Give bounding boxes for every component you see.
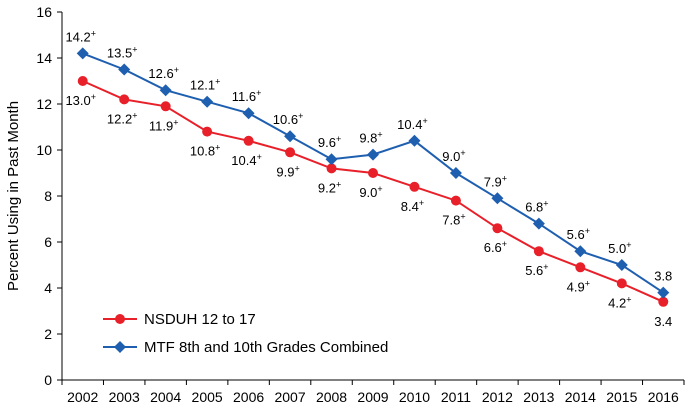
data-label: 5.6+ [525,262,548,278]
x-tick-label: 2011 [441,389,471,405]
data-point [533,246,544,257]
x-tick-label: 2002 [67,389,98,405]
axes-layer: 0 2 4 6 8 10 12 14 16 2002 2003 2004 2005 2006 2007 200… [36,4,685,405]
x-tick-label: 2007 [274,389,305,405]
y-tick-label: 14 [36,50,52,66]
data-label: 9.0+ [442,148,465,164]
data-label: 4.2+ [608,294,631,310]
data-point [409,181,420,192]
data-label: 6.6+ [484,239,507,255]
data-point [491,192,504,205]
data-label: 13.0+ [65,92,96,108]
x-tick-label: 2005 [192,389,223,405]
x-tick-label: 2003 [109,389,140,405]
data-label: 4.9+ [567,278,590,294]
data-point [201,95,214,108]
data-label: 3.4 [654,314,672,329]
data-point [575,262,586,273]
data-label: 11.9+ [149,117,179,133]
data-point [284,130,297,143]
y-tick-label: 4 [44,280,52,296]
legend-label-nsduh: NSDUH 12 to 17 [144,311,256,328]
data-label: 11.6+ [232,88,262,104]
data-point [449,167,462,179]
x-tick-label: 2014 [565,389,596,405]
data-label: 12.2+ [107,110,138,126]
x-tick-label: 2009 [357,389,388,405]
data-point [325,153,338,166]
data-label: 9.6+ [318,134,341,150]
x-tick-label: 2008 [316,389,347,405]
legend: NSDUH 12 to 17 MTF 8th and 10th Grades C… [103,311,388,356]
data-point [77,76,88,86]
y-tick-label: 16 [36,4,52,20]
y-tick-label: 10 [36,142,52,158]
data-label: 9.0+ [359,184,382,200]
data-label: 12.6+ [148,65,179,81]
data-label: 10.4+ [397,116,428,132]
legend-marker-nsduh [115,314,125,324]
data-point [368,168,378,178]
data-label: 9.9+ [276,163,299,179]
x-tick-label: 2016 [648,389,679,405]
data-point [657,286,670,299]
data-label: 8.4+ [401,198,424,214]
data-point [367,148,379,161]
series-layer [76,47,670,307]
data-point [285,147,296,158]
data-point [326,163,337,174]
data-point [76,47,89,60]
data-point [242,107,255,120]
x-tick-label: 2012 [482,389,513,405]
data-label: 14.2+ [65,28,96,44]
x-tick-label: 2013 [523,389,554,405]
y-tick-label: 0 [44,372,52,388]
data-point [492,223,503,234]
data-point [119,94,130,105]
data-point [118,63,131,76]
x-tick-label: 2010 [399,389,430,405]
data-label: 9.2+ [318,179,341,195]
data-point [243,135,254,146]
data-label: 3.8 [654,269,672,284]
data-label: 10.8+ [190,143,221,159]
legend-marker-mtf [114,341,126,353]
data-labels-layer: 13.0+ 12.2+ 11.9+ 10.8+ 10.4+ 9.9+ 9.2+ 9.0+ 8.4… [65,28,672,328]
data-label: 13.5+ [107,45,138,61]
data-point [615,259,628,271]
data-point [616,278,627,289]
y-axis-title: Percent Using in Past Month [5,101,22,291]
x-tick-label: 2004 [150,389,181,405]
data-point [408,134,421,147]
data-label: 7.9+ [484,173,507,189]
data-label: 10.4+ [231,152,262,168]
y-tick-label: 2 [44,326,52,342]
data-label: 7.8+ [442,212,465,228]
data-point [159,84,172,97]
x-tick-label: 2006 [233,389,264,405]
data-point [160,101,171,112]
data-label: 6.8+ [525,199,548,215]
y-tick-label: 8 [44,188,52,204]
data-point [658,296,669,307]
data-point [532,217,545,230]
data-point [450,195,461,206]
y-tick-label: 6 [44,234,52,250]
data-point [202,126,213,137]
data-label: 5.6+ [567,226,590,242]
data-point [574,245,587,258]
x-tick-label: 2015 [606,389,637,405]
data-label: 9.8+ [359,130,382,146]
data-label: 12.1+ [190,77,221,93]
data-label: 10.6+ [273,111,304,127]
legend-label-mtf: MTF 8th and 10th Grades Combined [144,339,388,356]
y-tick-label: 12 [36,96,52,112]
data-label: 5.0+ [608,240,631,256]
